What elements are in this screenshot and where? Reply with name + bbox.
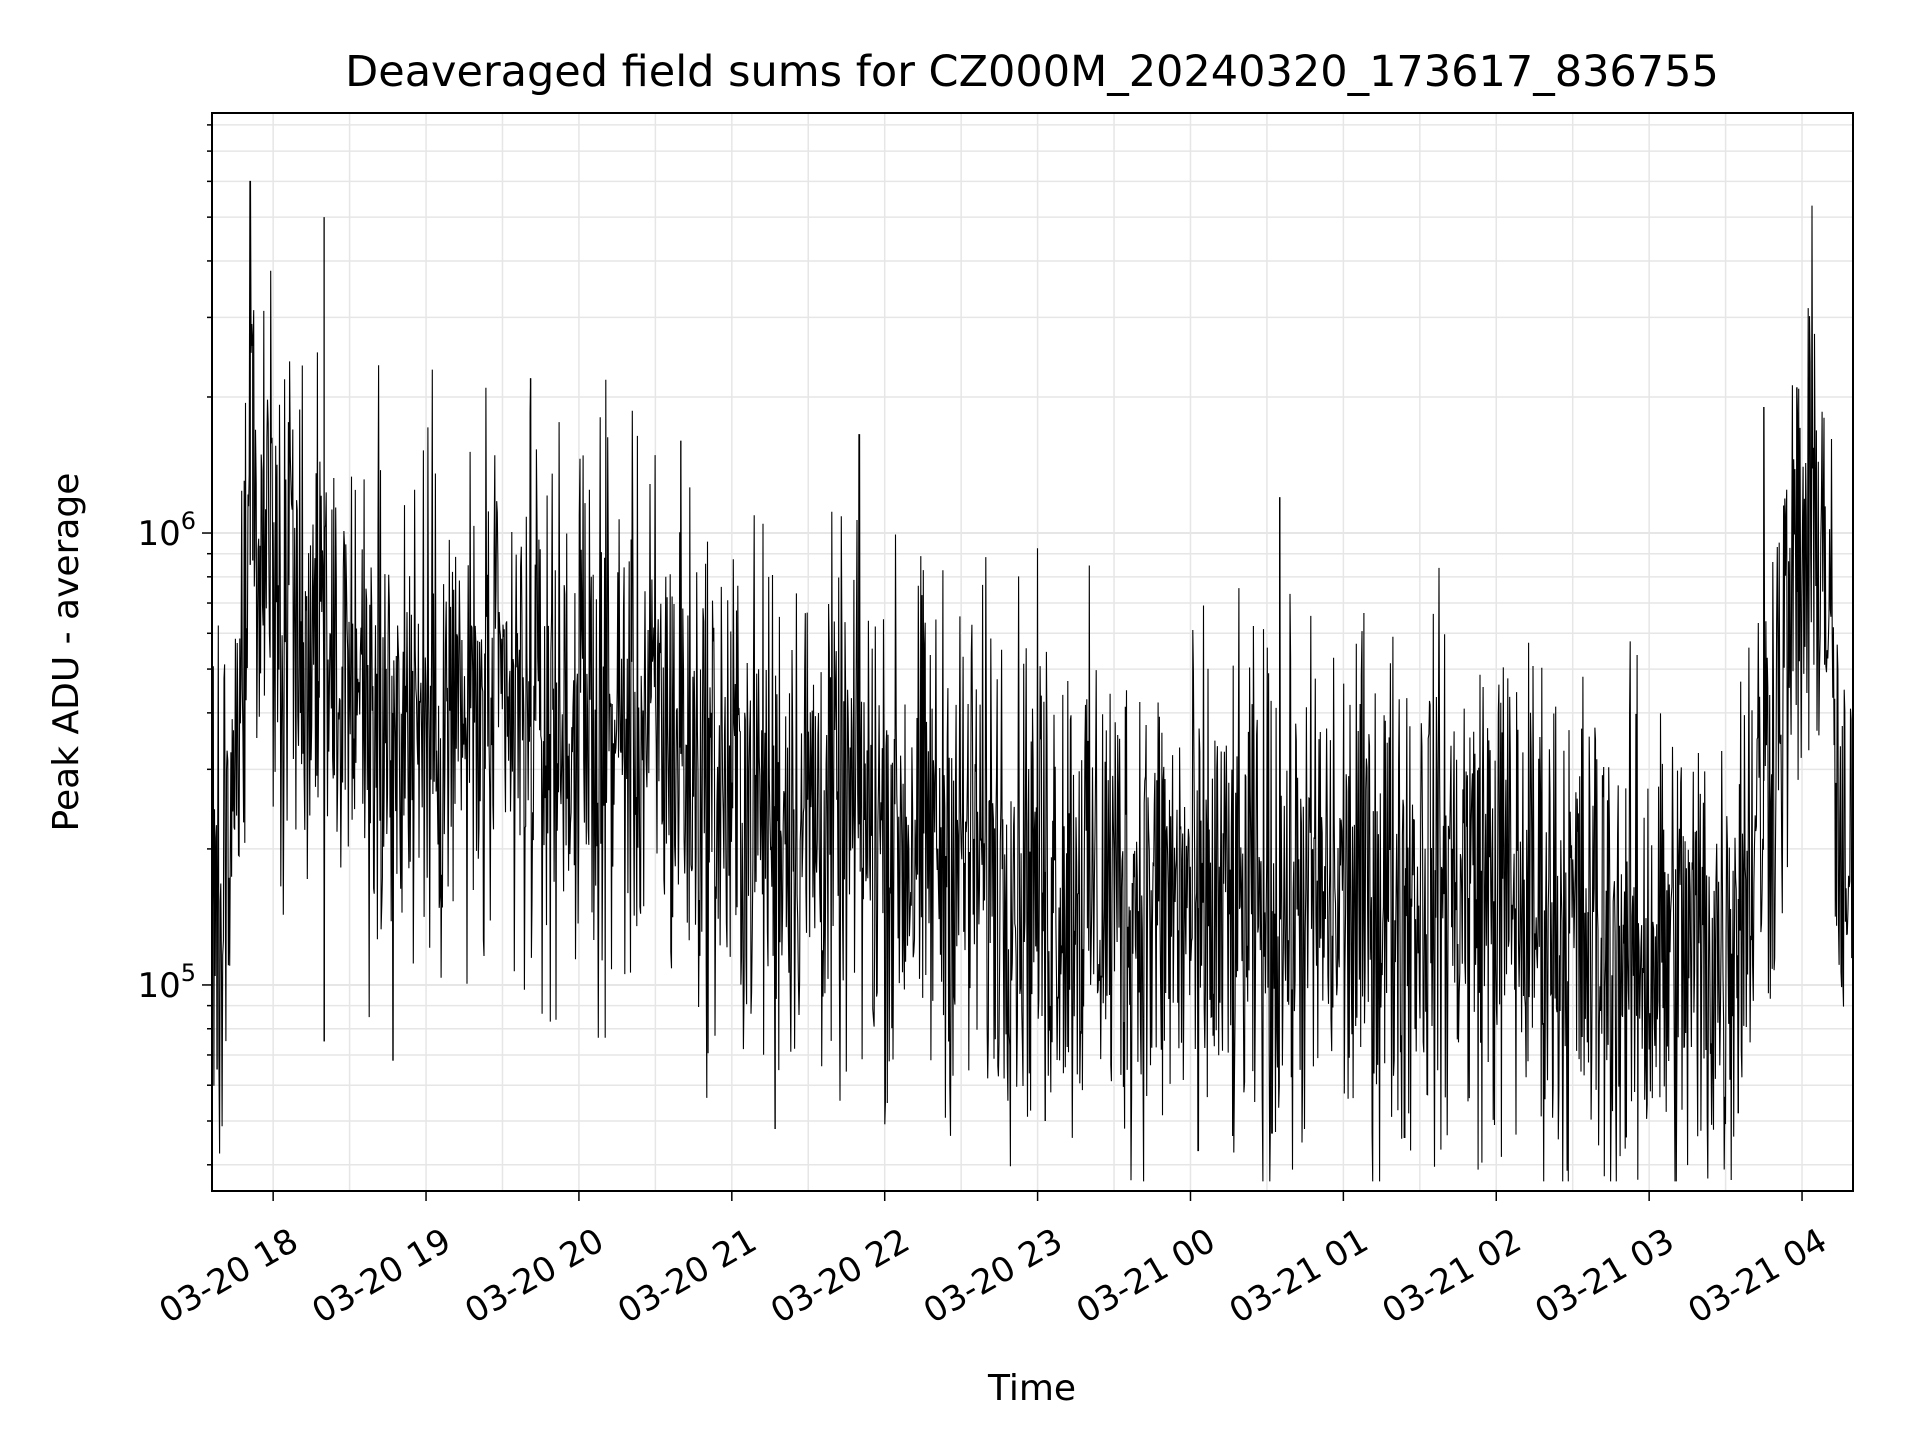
series-line (212, 180, 1853, 1182)
chart-title: Deaveraged field sums for CZ000M_2024032… (345, 47, 1719, 97)
y-tick-label: 105 (137, 959, 196, 1006)
x-axis-label: Time (987, 1368, 1076, 1409)
y-axis-label: Peak ADU - average (46, 473, 87, 832)
y-tick-label: 106 (137, 507, 196, 554)
plot-area (212, 180, 1853, 1182)
plot-frame (211, 112, 1854, 1192)
y-axis: 105 106 (137, 124, 212, 1166)
